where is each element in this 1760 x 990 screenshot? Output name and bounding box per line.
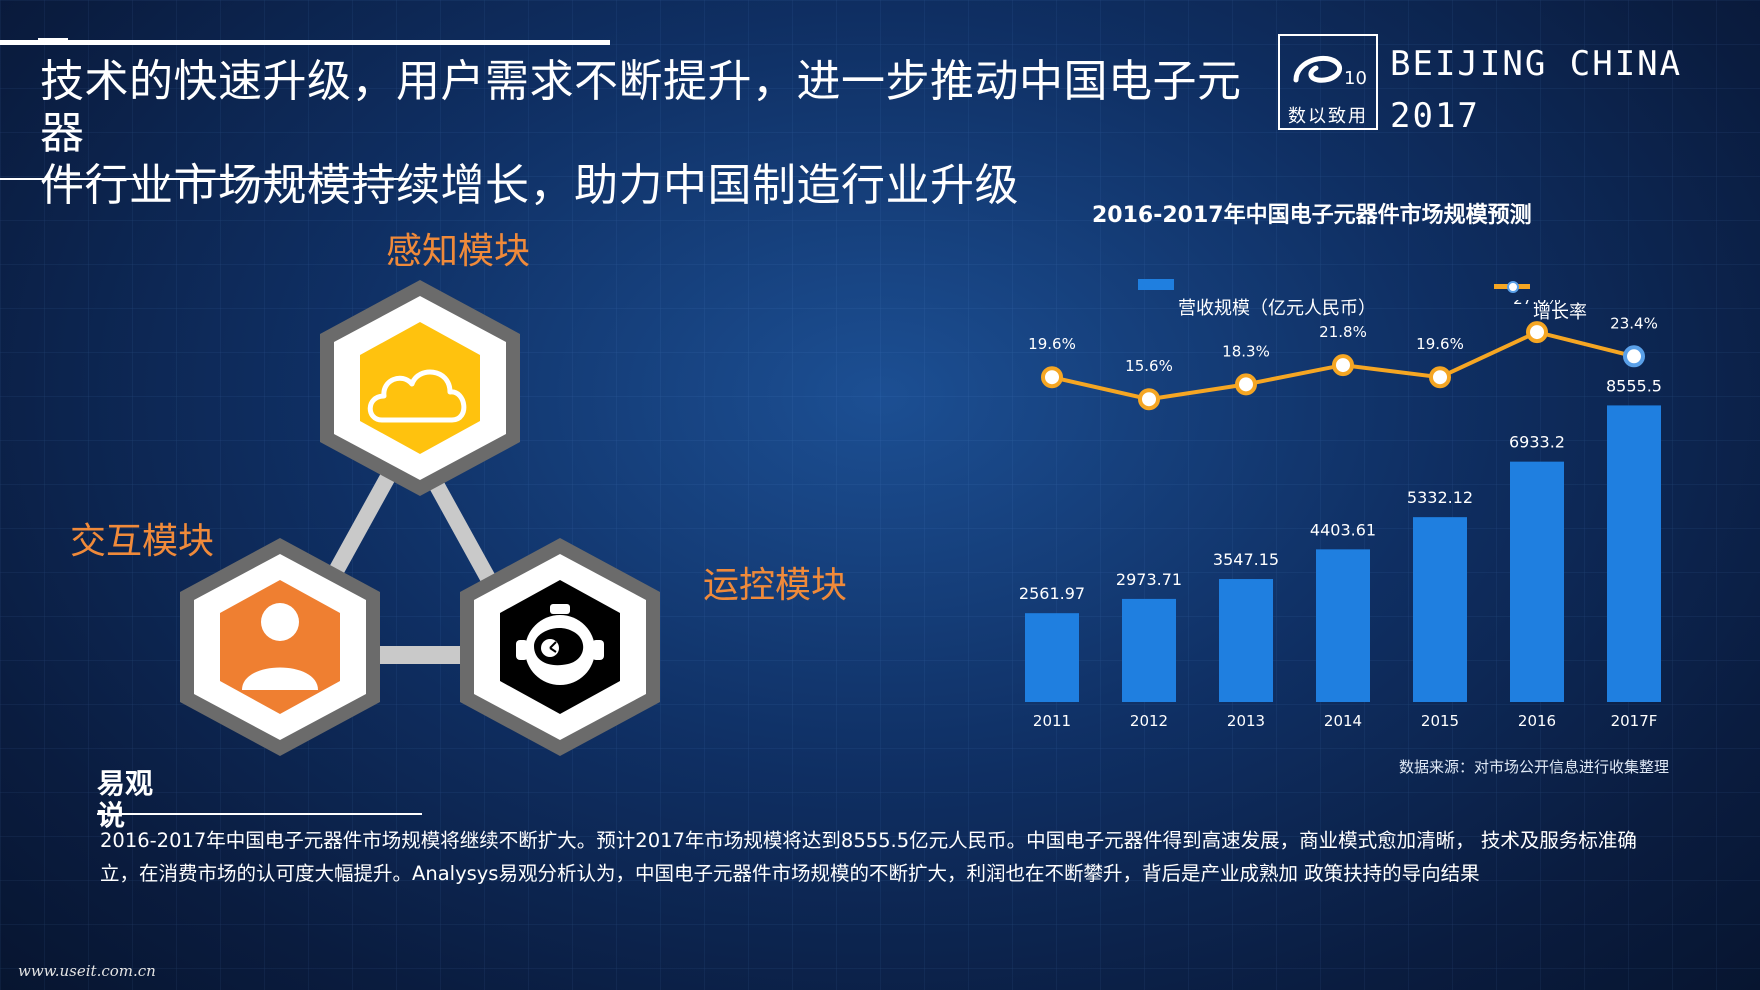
- bar-label-2011: 2561.97: [1019, 584, 1085, 603]
- headline-line-1: 技术的快速升级，用户需求不断提升，进一步推动中国电子元器: [40, 56, 1242, 159]
- page-headline: 技术的快速升级，用户需求不断提升，进一步推动中国电子元器 件行业市场规模持续增长…: [40, 56, 1280, 212]
- x-tick-2012: 2012: [1130, 712, 1168, 730]
- growth-point-2015: [1429, 366, 1451, 389]
- bar-label-2016: 6933.2: [1509, 433, 1565, 452]
- brand-swoosh-icon: 10: [1293, 55, 1367, 89]
- x-tick-2011: 2011: [1033, 712, 1071, 730]
- growth-point-2017F: [1623, 345, 1645, 368]
- growth-point-2013: [1235, 373, 1257, 396]
- bar-label-2015: 5332.12: [1407, 488, 1473, 507]
- x-tick-2014: 2014: [1324, 712, 1362, 730]
- x-tick-2016: 2016: [1518, 712, 1556, 730]
- chart-title: 2016-2017年中国电子元器件市场规模预测: [1092, 203, 1532, 228]
- x-tick-2013: 2013: [1227, 712, 1265, 730]
- hex-sense: [320, 280, 520, 496]
- bar-2014: [1316, 549, 1370, 702]
- brand-location: BEIJING CHINA 2017: [1390, 38, 1682, 142]
- growth-point-2011: [1041, 366, 1063, 389]
- legend-line-marker: [1507, 281, 1519, 293]
- bar-2011: [1025, 613, 1079, 702]
- robot-head-icon: [516, 604, 604, 685]
- hex-interact: [180, 538, 380, 756]
- module-diagram: [180, 280, 660, 756]
- bar-2016: [1510, 461, 1564, 702]
- brand-logo: 10 数以致用: [1278, 34, 1378, 130]
- cloud-icon: [367, 369, 467, 423]
- brand-logo-text: 数以致用: [1288, 106, 1368, 127]
- market-chart: 2561.97 2011 2973.71 2012 3547.15 2013 4403.61…: [1019, 300, 1662, 730]
- growth-label-2011: 19.6%: [1028, 335, 1076, 353]
- bar-label-2012: 2973.71: [1116, 570, 1182, 589]
- bar-2017F: [1607, 405, 1661, 702]
- growth-point-2014: [1332, 354, 1354, 377]
- growth-label-2015: 19.6%: [1416, 335, 1464, 353]
- insight-paragraph: 2016-2017年中国电子元器件市场规模将继续不断扩大。预计2017年市场规模…: [100, 829, 1637, 885]
- growth-point-2016: [1526, 321, 1548, 344]
- growth-label-2014: 21.8%: [1319, 323, 1367, 341]
- bar-2012: [1122, 598, 1176, 702]
- module-label-sense: 感知模块: [386, 231, 531, 272]
- bar-label-2013: 3547.15: [1213, 550, 1279, 569]
- x-tick-2015: 2015: [1421, 712, 1459, 730]
- growth-point-2012: [1138, 388, 1160, 411]
- legend-line-label: 增长率: [1533, 302, 1587, 323]
- module-label-control: 运控模块: [703, 565, 848, 606]
- hex-control: [460, 538, 660, 756]
- footer-url: www.useit.com.cn: [18, 962, 156, 980]
- legend-bar-label: 营收规模（亿元人民币）: [1178, 298, 1376, 319]
- headline-line-2: 件行业市场规模持续增长，助力中国制造行业升级: [40, 160, 1019, 211]
- growth-label-2012: 15.6%: [1125, 357, 1173, 375]
- x-tick-2017F: 2017F: [1611, 712, 1658, 730]
- top-rule: [0, 40, 610, 45]
- bar-2013: [1219, 579, 1273, 702]
- bar-label-2017F: 8555.5: [1606, 376, 1662, 395]
- bar-2015: [1413, 517, 1467, 702]
- brand-city: BEIJING CHINA: [1390, 44, 1683, 84]
- top-rule-accent: [38, 38, 68, 40]
- insight-heading: 易观说: [97, 767, 154, 832]
- headline-underline: [0, 178, 405, 180]
- growth-label-2013: 18.3%: [1222, 342, 1270, 360]
- svg-text:10: 10: [1344, 68, 1367, 89]
- growth-label-2017F: 23.4%: [1610, 314, 1658, 332]
- person-icon: [242, 603, 318, 690]
- insight-underline: [97, 813, 422, 815]
- data-source: 数据来源：对市场公开信息进行收集整理: [1398, 758, 1669, 776]
- legend-bar-swatch: [1138, 279, 1174, 290]
- module-label-interact: 交互模块: [70, 521, 215, 562]
- brand-year: 2017: [1390, 96, 1480, 136]
- bar-label-2014: 4403.61: [1310, 520, 1376, 539]
- growth-label-2016: 27.8%: [1513, 300, 1561, 308]
